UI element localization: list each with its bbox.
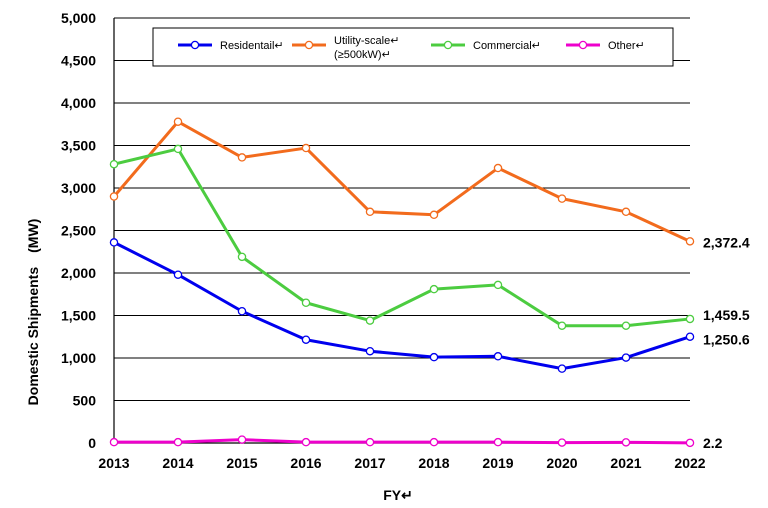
y-tick-label: 1,500	[61, 308, 96, 324]
data-point	[621, 438, 631, 447]
data-point	[301, 143, 311, 153]
series-line	[114, 438, 691, 445]
data-point	[173, 144, 183, 154]
y-axis-title: Domestic Shipments (MW)	[25, 219, 41, 406]
data-point	[493, 280, 503, 290]
data-point	[429, 210, 439, 220]
data-point	[237, 153, 247, 162]
data-point	[109, 437, 119, 447]
data-point	[621, 321, 631, 330]
data-point	[173, 437, 183, 447]
data-point	[685, 438, 695, 448]
series-line	[113, 241, 691, 371]
y-tick-label: 0	[88, 435, 96, 451]
data-point	[493, 352, 503, 361]
y-tick-label: 5,000	[61, 10, 96, 26]
end-label: 1,250.6	[703, 332, 750, 348]
series-2	[109, 144, 695, 330]
data-point	[621, 353, 631, 362]
x-tick-label: 2016	[290, 455, 321, 471]
legend: Residentail↵ Utility-scale↵ (≥500kW)↵ Comme…	[152, 27, 674, 67]
x-tick-label: 2013	[98, 455, 129, 471]
data-point	[173, 270, 183, 279]
gridlines	[114, 17, 690, 401]
data-point	[237, 306, 247, 316]
y-tick-label: 2,000	[61, 265, 96, 281]
y-tick-label: 2,500	[61, 223, 96, 239]
legend-label: Utility-scale↵	[334, 35, 399, 47]
legend-marker	[443, 40, 453, 50]
data-point	[557, 438, 567, 447]
data-point	[365, 346, 375, 356]
series-line	[112, 120, 691, 243]
legend-label-line2: (≥500kW)↵	[334, 49, 391, 61]
legend-label: Residentail↵	[220, 40, 284, 52]
y-tick-labels: 0 500 1,000 1,500 2,000 2,500 3,000 3,500 4,000 4…	[61, 10, 96, 451]
legend-marker	[578, 40, 588, 50]
y-tick-label: 1,000	[61, 350, 96, 366]
data-point	[429, 352, 439, 362]
x-tick-label: 2014	[162, 455, 193, 471]
data-point	[109, 238, 119, 247]
data-point	[621, 207, 631, 217]
y-tick-label: 500	[73, 393, 97, 409]
data-point	[493, 163, 503, 173]
data-point	[685, 332, 695, 341]
legend-label: Commercial↵	[473, 40, 541, 52]
legend-label: Other↵	[608, 40, 645, 52]
x-tick-label: 2017	[354, 455, 385, 471]
series-1	[109, 117, 695, 246]
x-tick-label: 2021	[610, 455, 641, 471]
data-point	[685, 314, 695, 324]
x-tick-label: 2018	[418, 455, 449, 471]
legend-marker	[304, 40, 314, 50]
data-point	[557, 194, 567, 203]
data-point	[301, 437, 311, 447]
data-point	[173, 117, 183, 126]
x-tick-label: 2022	[674, 455, 705, 471]
data-point	[493, 437, 503, 447]
y-tick-label: 4,500	[61, 53, 96, 69]
data-point	[237, 252, 247, 262]
data-point	[365, 437, 375, 447]
end-label: 2,372.4	[703, 234, 750, 250]
series-group	[109, 117, 695, 448]
data-point	[429, 284, 439, 294]
data-point	[557, 321, 567, 330]
series-line	[113, 147, 691, 328]
data-point	[557, 364, 567, 373]
end-labels: 1,250.6 2,372.4 1,459.5 2.2	[703, 234, 750, 450]
data-point	[365, 316, 375, 325]
y-tick-label: 3,000	[61, 180, 96, 196]
data-point	[685, 237, 695, 246]
series-3	[109, 435, 695, 448]
data-point	[109, 159, 119, 169]
data-point	[109, 192, 119, 201]
x-tick-label: 2019	[482, 455, 513, 471]
data-point	[301, 335, 311, 344]
x-tick-label: 2020	[546, 455, 577, 471]
data-point	[365, 207, 375, 217]
data-point	[429, 437, 439, 447]
end-label: 1,459.5	[703, 307, 750, 323]
x-tick-label: 2015	[226, 455, 257, 471]
x-axis-title: FY↵	[383, 487, 413, 503]
data-point	[237, 435, 247, 444]
x-tick-labels: 2013 2014 2015 2016 2017 2018 2019 2020 2021 2022	[98, 455, 705, 471]
y-tick-label: 3,500	[61, 138, 96, 154]
end-label: 2.2	[703, 435, 723, 451]
data-point	[301, 298, 311, 307]
y-tick-label: 4,000	[61, 95, 96, 111]
legend-marker	[190, 40, 200, 50]
series-0	[109, 238, 695, 373]
